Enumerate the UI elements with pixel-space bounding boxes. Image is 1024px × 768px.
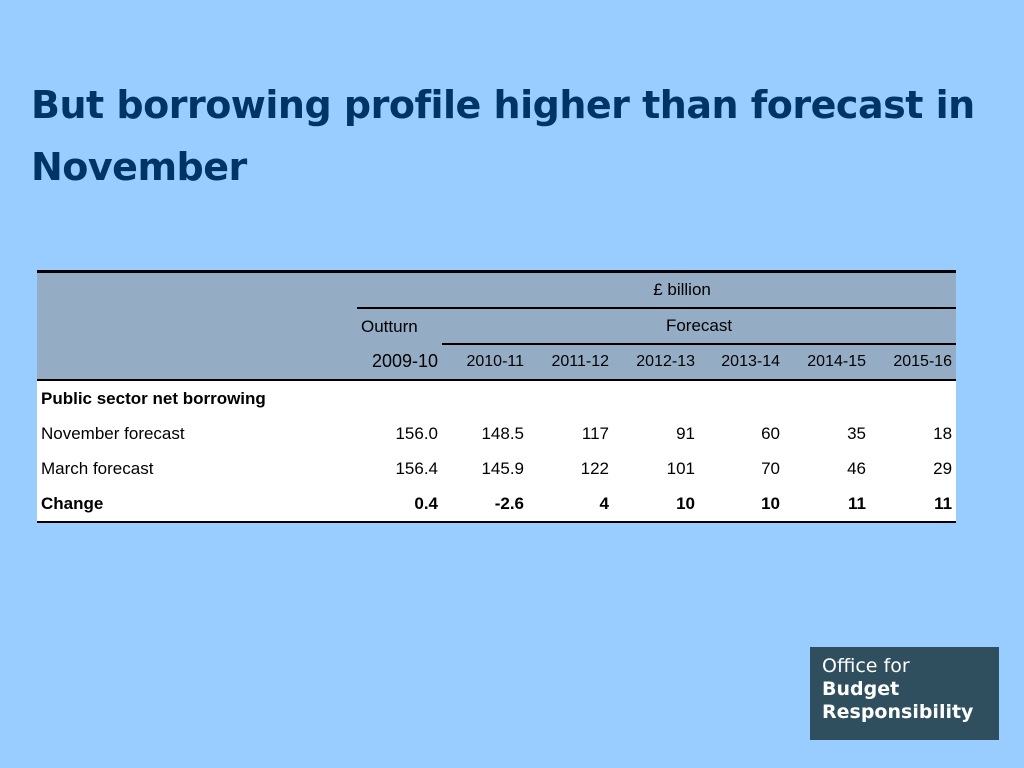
table-cell: 0.4 xyxy=(357,486,442,523)
outturn-label: Outturn xyxy=(357,308,442,344)
year-header: 2010-11 xyxy=(442,344,528,381)
table-cell: 4 xyxy=(528,486,613,523)
table-cell: 117 xyxy=(528,416,613,451)
logo-line-1: Office for xyxy=(822,655,910,677)
table-cell: 10 xyxy=(699,486,784,523)
year-header: 2014-15 xyxy=(784,344,870,381)
table-cell: 29 xyxy=(870,451,957,486)
header-empty-cell xyxy=(37,344,357,381)
logo-line-2: Budget xyxy=(822,678,900,700)
table-cell: 18 xyxy=(870,416,957,451)
slide-title: But borrowing profile higher than foreca… xyxy=(31,83,975,189)
header-empty-cell xyxy=(37,308,357,344)
table-cell: 145.9 xyxy=(442,451,528,486)
forecast-label: Forecast xyxy=(442,308,957,345)
table-cell: 156.0 xyxy=(357,416,442,451)
year-header: 2015-16 xyxy=(870,344,957,381)
year-header: 2011-12 xyxy=(528,344,613,381)
section-row: Public sector net borrowing xyxy=(37,380,957,416)
header-unit-row: £ billion xyxy=(37,270,957,309)
year-header: 2013-14 xyxy=(699,344,784,381)
header-year-row: 2009-10 2010-11 2011-12 2012-13 2013-14 … xyxy=(37,344,957,381)
table-cell: 122 xyxy=(528,451,613,486)
header-group-row: Outturn Forecast xyxy=(37,308,957,345)
borrowing-table: £ billion Outturn Forecast 2009-10 2010-… xyxy=(37,270,957,523)
borrowing-table-container: £ billion Outturn Forecast 2009-10 2010-… xyxy=(37,270,957,523)
table-cell: 46 xyxy=(784,451,870,486)
table-cell: 70 xyxy=(699,451,784,486)
table-cell: 101 xyxy=(613,451,699,486)
section-label: Public sector net borrowing xyxy=(37,380,957,416)
table-cell: 60 xyxy=(699,416,784,451)
table-row: November forecast 156.0 148.5 117 91 60 … xyxy=(37,416,957,451)
unit-label: £ billion xyxy=(357,270,957,309)
year-header: 2009-10 xyxy=(357,344,442,381)
table-cell: 11 xyxy=(784,486,870,523)
table-row: March forecast 156.4 145.9 122 101 70 46… xyxy=(37,451,957,486)
obr-logo: Office for Budget Responsibility xyxy=(810,647,999,740)
table-cell: 148.5 xyxy=(442,416,528,451)
row-label: March forecast xyxy=(37,451,357,486)
table-cell: 10 xyxy=(613,486,699,523)
table-cell: 35 xyxy=(784,416,870,451)
row-label: November forecast xyxy=(37,416,357,451)
table-cell: 11 xyxy=(870,486,957,523)
table-cell: -2.6 xyxy=(442,486,528,523)
row-label: Change xyxy=(37,486,357,523)
table-cell: 156.4 xyxy=(357,451,442,486)
header-empty-cell xyxy=(37,270,357,308)
logo-line-3: Responsibility xyxy=(822,701,974,723)
table-row-change: Change 0.4 -2.6 4 10 10 11 11 xyxy=(37,486,957,523)
year-header: 2012-13 xyxy=(613,344,699,381)
table-cell: 91 xyxy=(613,416,699,451)
